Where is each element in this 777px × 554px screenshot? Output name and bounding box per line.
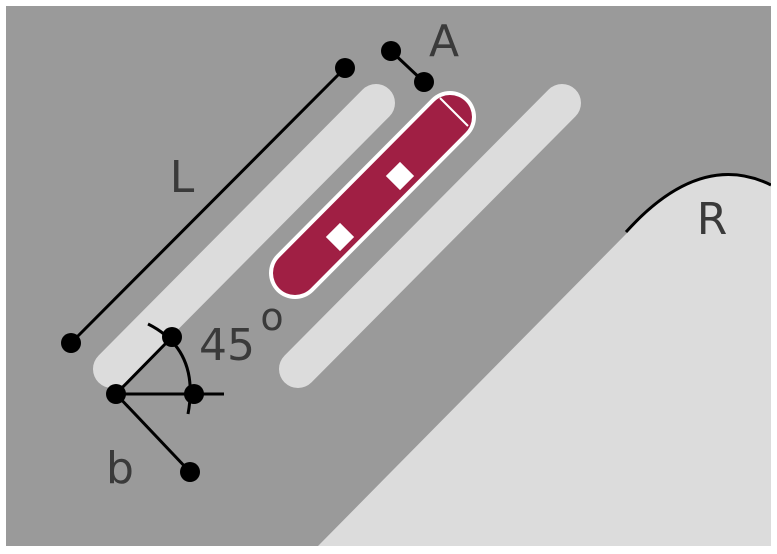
radius-arc — [624, 173, 772, 234]
angle-label: 45 — [199, 320, 255, 371]
strip-end-line — [439, 97, 469, 127]
radius-label: R — [697, 194, 728, 245]
slot-right — [279, 84, 581, 388]
degree-symbol: o — [260, 295, 283, 339]
width-endpoint-left — [381, 41, 401, 61]
spacing-endpoint-bottom — [180, 462, 200, 482]
accent-strip — [273, 95, 472, 295]
width-endpoint-right — [414, 72, 434, 92]
spacing-label: b — [106, 443, 134, 494]
angle-slanted-ray — [114, 335, 174, 396]
angle-point-arc-bottom — [184, 384, 204, 404]
length-endpoint-top — [335, 58, 355, 78]
rounded-corner-region — [318, 174, 771, 546]
spacing-dimension-line — [114, 392, 192, 474]
length-label: L — [170, 152, 195, 203]
length-endpoint-bottom — [61, 333, 81, 353]
slot-left — [93, 84, 395, 388]
spacing-endpoint-top — [106, 384, 126, 404]
width-label: A — [429, 16, 459, 67]
length-dimension-line — [69, 66, 347, 345]
angle-point-arc-top — [162, 327, 182, 347]
